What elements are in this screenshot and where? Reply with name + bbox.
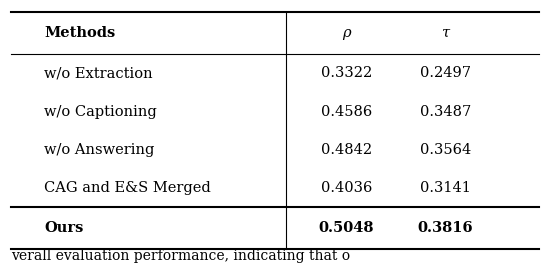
Text: τ: τ: [442, 26, 449, 40]
Text: w/o Extraction: w/o Extraction: [44, 66, 153, 80]
Text: 0.3322: 0.3322: [321, 66, 372, 80]
Text: w/o Captioning: w/o Captioning: [44, 105, 157, 119]
Text: 0.2497: 0.2497: [420, 66, 471, 80]
Text: 0.3487: 0.3487: [420, 105, 471, 119]
Text: 0.4036: 0.4036: [321, 181, 372, 195]
Text: 0.3564: 0.3564: [420, 143, 471, 157]
Text: 0.3816: 0.3816: [417, 221, 474, 235]
Text: 0.5048: 0.5048: [319, 221, 374, 235]
Text: verall evaluation performance, indicating that o: verall evaluation performance, indicatin…: [11, 249, 350, 263]
Text: 0.4842: 0.4842: [321, 143, 372, 157]
Text: Methods: Methods: [44, 26, 116, 40]
Text: Ours: Ours: [44, 221, 84, 235]
Text: 0.4586: 0.4586: [321, 105, 372, 119]
Text: w/o Answering: w/o Answering: [44, 143, 155, 157]
Text: 0.3141: 0.3141: [420, 181, 471, 195]
Text: CAG and E&S Merged: CAG and E&S Merged: [44, 181, 211, 195]
Text: ρ: ρ: [342, 26, 351, 40]
